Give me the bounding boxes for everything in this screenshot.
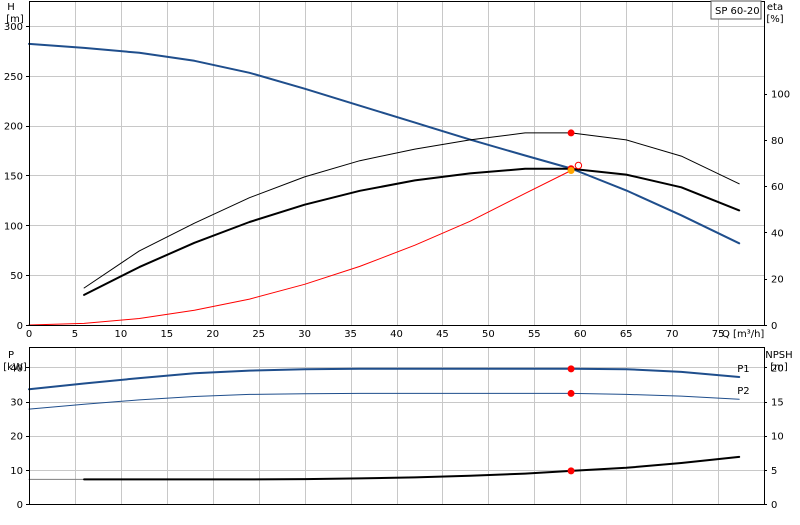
y-right-axis-label: NPSH (765, 350, 792, 361)
series-npsh (83, 455, 741, 481)
y-right-axis-label: eta (767, 2, 783, 13)
frames (29, 1, 765, 505)
x-tick-label: 5 (72, 329, 78, 340)
operating-point-marker (567, 467, 575, 475)
y-left-tick-label: 10 (10, 466, 23, 477)
operating-point-ring (574, 161, 583, 170)
x-tick-label: 0 (26, 329, 32, 340)
series-P1 (28, 367, 741, 391)
y-right-tick-label: 60 (771, 182, 784, 193)
x-tick-label: 15 (160, 329, 173, 340)
x-tick-label: 40 (390, 329, 403, 340)
y-left-axis-unit: [m] (6, 14, 24, 25)
y-right-tick-label: 80 (771, 136, 784, 147)
bottom-plot-frame (29, 347, 765, 505)
y-left-axis-unit: [kW] (3, 362, 27, 373)
x-tick-label: 60 (574, 329, 587, 340)
x-tick-label: 70 (666, 329, 679, 340)
x-tick-label: 35 (344, 329, 357, 340)
operating-point-marker (567, 166, 575, 174)
y-left-axis-label: H (7, 2, 15, 13)
y-right-tick-label: 20 (771, 363, 784, 374)
x-tick-label: 75 (712, 329, 725, 340)
y-left-tick-label: 150 (4, 171, 23, 182)
series-system (28, 170, 572, 326)
x-tick-label: 65 (620, 329, 633, 340)
operating-point-marker (567, 129, 575, 137)
y-left-axis-label: P (8, 350, 14, 361)
y-left-tick-label: 300 (4, 22, 23, 33)
y-left-tick-label: 30 (10, 398, 23, 409)
y-left-tick-label: 200 (4, 122, 23, 133)
y-right-axis-unit: [%] (766, 14, 783, 25)
model-label: SP 60-20 (715, 6, 760, 17)
y-right-axis-unit: [m] (770, 362, 788, 373)
x-tick-label: 10 (115, 329, 128, 340)
series-label-P1: P1 (737, 364, 749, 375)
y-left-tick-label: 40 (10, 363, 23, 374)
y-right-tick-label: 0 (771, 500, 777, 511)
y-left-tick-label: 20 (10, 432, 23, 443)
top-plot-frame (29, 1, 765, 326)
y-left-tick-label: 0 (17, 500, 23, 511)
series-eta_total (83, 167, 741, 296)
curves (28, 42, 741, 481)
y-right-tick-label: 0 (771, 321, 777, 332)
series-eta_pump (83, 132, 740, 289)
y-right-tick-label: 5 (771, 466, 777, 477)
x-tick-label: 45 (436, 329, 449, 340)
top-grid (29, 1, 764, 325)
x-tick-label: 50 (482, 329, 495, 340)
y-right-tick-label: 15 (771, 398, 784, 409)
model-label-frame (710, 0, 762, 20)
x-tick-label: 30 (298, 329, 311, 340)
y-left-tick-label: 250 (4, 72, 23, 83)
y-left-tick-label: 0 (17, 321, 23, 332)
y-right-tick-label: 100 (771, 90, 790, 101)
x-axis-label: Q [m³/h] (722, 329, 764, 340)
y-right-tick-label: 40 (771, 228, 784, 239)
series-P2 (28, 392, 740, 410)
model-label-box: SP 60-20 (710, 0, 762, 20)
x-tick-label: 55 (528, 329, 541, 340)
y-left-tick-label: 50 (10, 271, 23, 282)
x-tick-label: 20 (206, 329, 219, 340)
series-label-P2: P2 (737, 386, 749, 397)
series-head (28, 42, 741, 245)
x-tick-label: 25 (252, 329, 265, 340)
y-right-tick-label: 10 (771, 432, 784, 443)
operating-point-marker (567, 365, 575, 373)
operating-point-marker (567, 389, 575, 397)
y-right-tick-label: 20 (771, 275, 784, 286)
y-left-tick-label: 100 (4, 221, 23, 232)
